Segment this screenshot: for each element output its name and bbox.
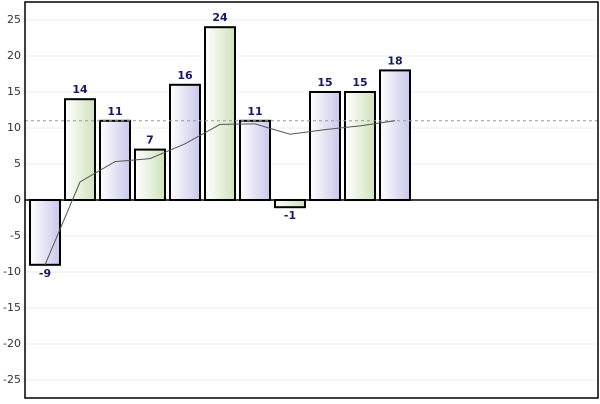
bar	[204, 26, 236, 202]
bar	[379, 69, 411, 202]
y-tick-label: -20	[3, 337, 21, 350]
value-label: 16	[177, 69, 193, 82]
value-label: 15	[352, 76, 367, 89]
bar	[64, 98, 96, 201]
y-tick-label: 20	[7, 49, 21, 62]
y-tick-label: 25	[7, 13, 21, 26]
value-label: 14	[72, 83, 88, 96]
bar	[309, 91, 341, 201]
bar	[134, 148, 166, 202]
bar	[169, 83, 201, 201]
bar	[274, 199, 306, 209]
running-average-line	[44, 120, 396, 265]
value-label: 18	[387, 54, 402, 67]
plot-frame	[24, 1, 599, 399]
value-label: 15	[317, 76, 332, 89]
value-label: 7	[146, 134, 154, 147]
y-tick-label: -10	[3, 265, 21, 278]
value-label: -1	[284, 209, 296, 222]
value-label: 11	[107, 105, 122, 118]
y-tick-label: 0	[14, 193, 21, 206]
value-label: -9	[39, 267, 51, 280]
bar	[344, 91, 376, 201]
value-label: 11	[247, 105, 262, 118]
bar	[29, 199, 61, 266]
y-tick-label: 5	[14, 157, 21, 170]
y-tick-label: 10	[7, 121, 21, 134]
y-tick-label: -5	[10, 229, 21, 242]
y-tick-label: -25	[3, 373, 21, 386]
y-tick-label: -15	[3, 301, 21, 314]
bar	[239, 119, 271, 201]
y-tick-label: 15	[7, 85, 21, 98]
value-label: 24	[212, 11, 228, 24]
